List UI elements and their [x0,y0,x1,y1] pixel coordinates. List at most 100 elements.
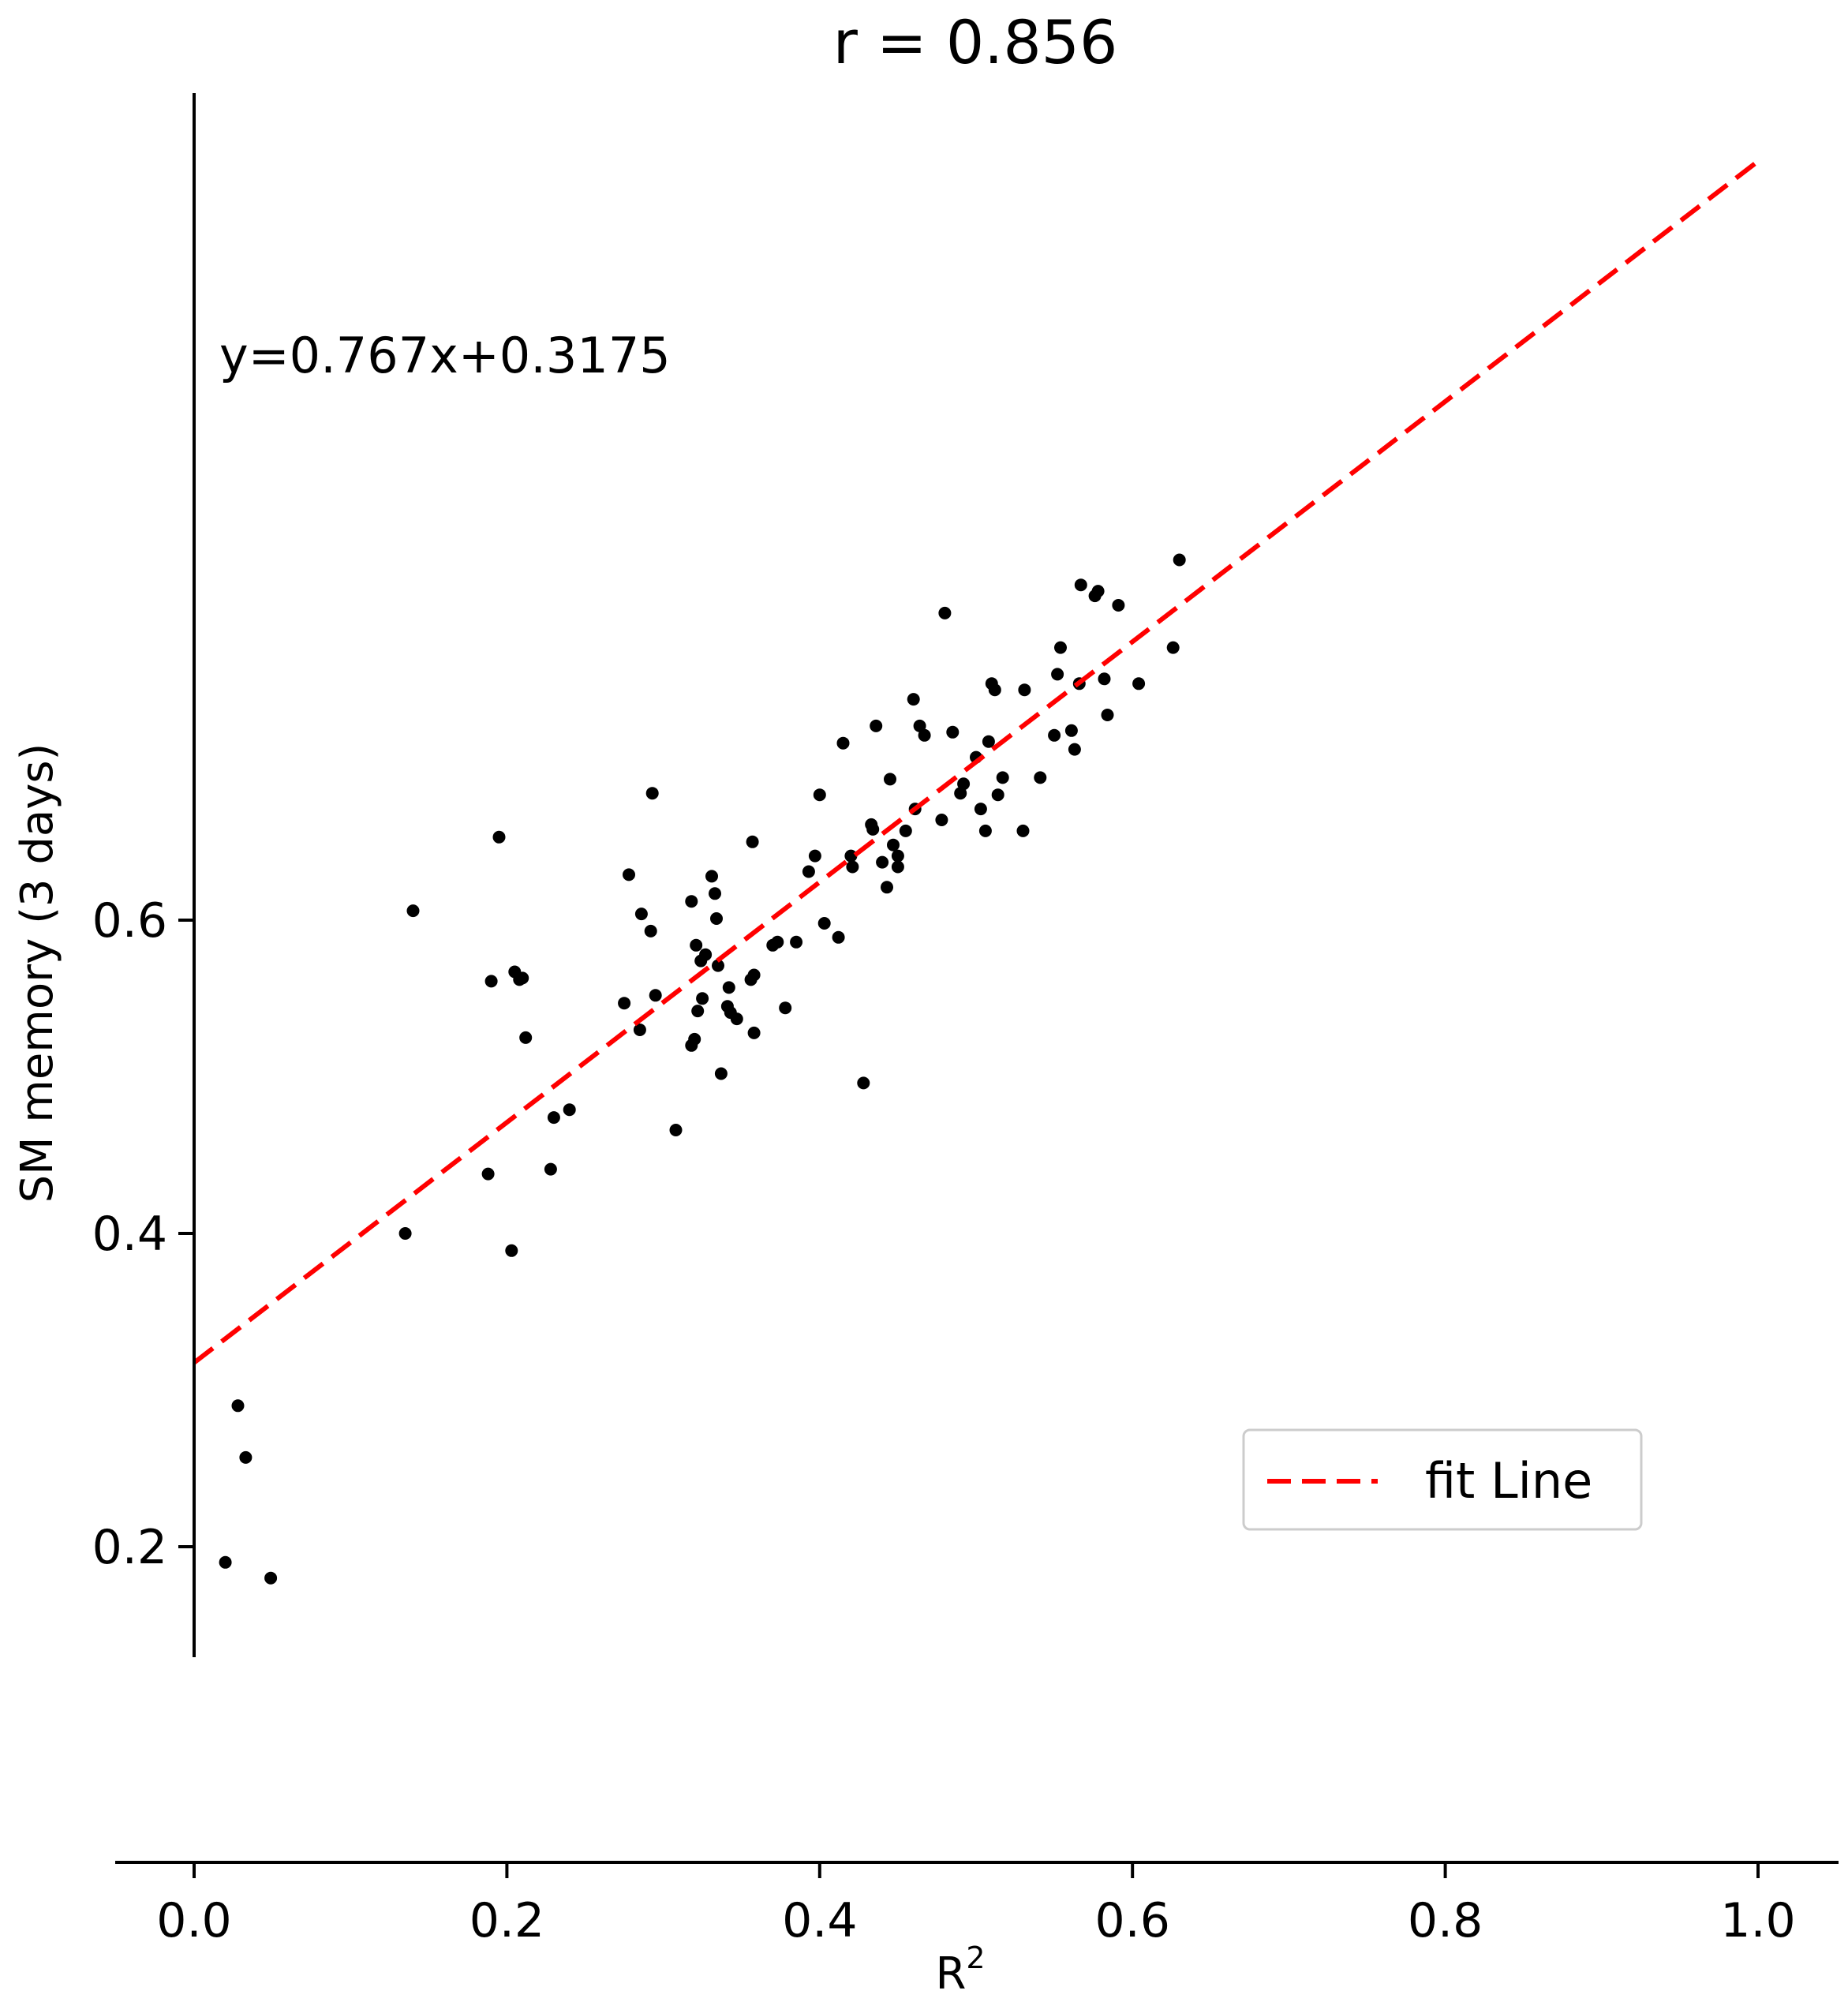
data-point [547,1111,560,1125]
data-point [881,881,893,894]
data-point [790,935,803,949]
data-point [649,989,662,1002]
data-point [802,865,815,878]
data-point [974,803,987,816]
data-point [264,1571,278,1585]
x-tick-label: 0.8 [1408,1893,1483,1948]
data-point [398,1227,412,1240]
data-point [690,938,703,952]
data-point [484,975,498,988]
data-point [747,1026,761,1039]
x-axis-ticks: 0.0 0.2 0.4 0.6 0.8 1.0 [156,1862,1796,1948]
legend-fit-line-label: fit Line [1425,1452,1592,1510]
data-point [996,771,1009,784]
data-point [978,824,992,837]
data-point [730,1012,743,1026]
data-point [705,870,718,883]
data-point [1018,683,1031,697]
data-point [991,788,1004,802]
data-point [1074,578,1087,592]
data-point [857,1076,870,1090]
data-point [505,1244,518,1257]
data-point [691,1005,705,1018]
data-point [1098,672,1111,686]
data-point [231,1399,245,1413]
data-point [699,948,713,961]
data-point [685,895,698,908]
data-point [887,838,900,851]
data-point [1112,599,1125,612]
y-tick-label: 0.6 [92,893,167,949]
data-point [746,835,759,848]
data-point [1166,641,1180,654]
data-point [722,981,735,994]
data-point [907,693,920,706]
data-point [913,719,926,732]
data-point [669,1124,683,1136]
data-point [633,1024,646,1036]
data-point [935,814,948,826]
data-point [982,735,995,748]
x-axis-label: R2 [935,1941,985,2000]
data-point [891,849,904,863]
data-point [563,1103,576,1117]
data-point [988,683,1001,697]
data-point [1051,668,1064,681]
data-point [870,719,883,732]
data-point [406,904,420,918]
data-point [918,728,931,742]
data-point [813,788,826,802]
x-axis-label-base: R [935,1948,966,2000]
data-point [1068,743,1081,756]
data-point [844,849,858,863]
data-point [712,959,724,972]
legend: fit Line [1242,1428,1643,1531]
data-point [634,908,648,921]
x-tick-label: 0.6 [1094,1893,1169,1948]
data-point [1173,553,1186,567]
data-point [817,917,831,930]
y-tick-label: 0.2 [92,1520,167,1575]
data-point [714,1067,728,1080]
data-point [239,1450,253,1464]
data-point [884,773,896,786]
data-point [1132,677,1146,690]
data-point [846,860,859,874]
y-tick-label: 0.4 [92,1207,167,1262]
fit-line [193,159,1760,1365]
data-point [1016,824,1030,837]
data-point [1064,724,1078,737]
data-point [709,887,721,900]
data-point [644,924,657,938]
data-point [891,860,904,874]
data-point [623,868,635,881]
chart-title: r = 0.856 [833,7,1118,77]
data-point [544,1162,557,1176]
data-point [876,855,889,869]
x-tick-label: 0.2 [469,1893,544,1948]
data-point [1048,728,1061,742]
data-point [516,971,529,985]
data-point [899,824,912,837]
data-point [696,992,709,1005]
x-tick-label: 1.0 [1720,1893,1795,1948]
x-tick-label: 0.0 [156,1893,231,1948]
data-point [779,1001,792,1015]
data-points [219,553,1186,1585]
x-axis-label-superscript: 2 [966,1941,985,1975]
data-point [1034,771,1047,784]
data-point [219,1555,232,1569]
y-axis-label: SM memory (3 days) [12,743,63,1203]
y-axis-ticks: 0.2 0.4 0.6 [92,893,194,1575]
data-point [688,1032,701,1046]
data-point [645,787,659,800]
data-point [957,777,971,791]
data-point [519,1031,533,1044]
data-point [747,968,761,982]
data-point [938,606,952,619]
data-point [492,830,506,844]
data-point [1054,641,1067,654]
data-point [832,930,845,944]
x-tick-label: 0.4 [782,1893,857,1948]
